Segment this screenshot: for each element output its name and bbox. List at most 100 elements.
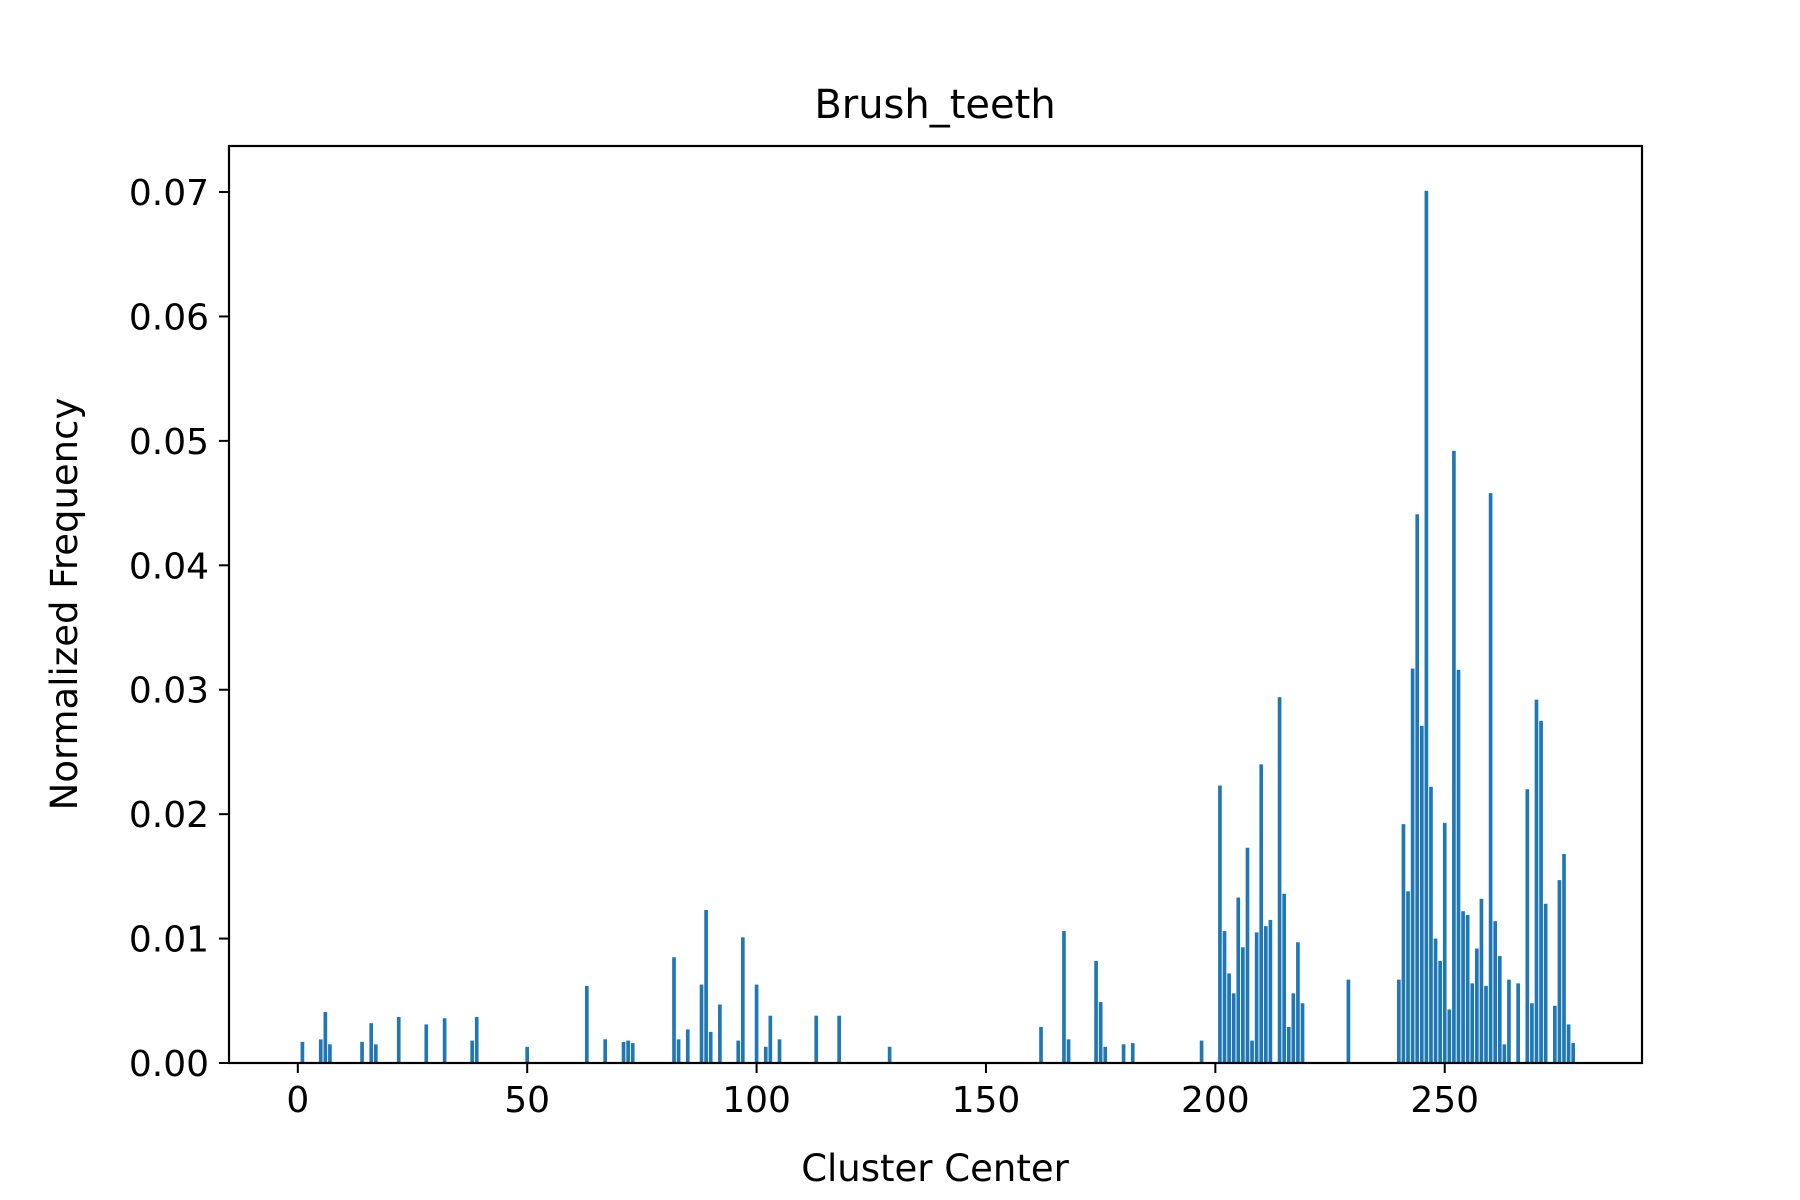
bar-cluster-256	[1470, 983, 1475, 1063]
bar-cluster-272	[1543, 903, 1548, 1063]
y-tick-label: 0.03	[129, 671, 209, 712]
bar-cluster-6	[323, 1011, 328, 1063]
bar-cluster-276	[1562, 853, 1566, 1063]
bar-cluster-113	[814, 1015, 819, 1063]
bar-cluster-205	[1236, 897, 1241, 1063]
bar-cluster-105	[777, 1039, 782, 1063]
bar-cluster-182	[1130, 1043, 1135, 1063]
plot-frame	[227, 144, 1644, 1065]
bar-cluster-241	[1401, 824, 1406, 1063]
bar-cluster-63	[585, 985, 589, 1063]
bar-cluster-22	[396, 1016, 401, 1063]
bar-cluster-255	[1465, 914, 1470, 1063]
bar-cluster-261	[1493, 921, 1498, 1063]
bar-cluster-73	[630, 1043, 635, 1063]
bar-cluster-71	[621, 1041, 626, 1063]
bar-cluster-102	[763, 1046, 768, 1063]
bar-cluster-197	[1199, 1040, 1204, 1063]
bar-cluster-215	[1282, 893, 1286, 1063]
bar-cluster-1	[300, 1041, 305, 1063]
y-tick-label: 0.07	[129, 173, 209, 214]
bar-cluster-218	[1296, 942, 1300, 1063]
bar-cluster-82	[672, 957, 676, 1063]
bar-cluster-204	[1231, 993, 1236, 1063]
bar-cluster-211	[1263, 926, 1268, 1063]
bar-cluster-254	[1461, 911, 1465, 1063]
bar-cluster-252	[1452, 450, 1456, 1064]
y-tick-label: 0.06	[129, 297, 209, 338]
bar-cluster-208	[1250, 1040, 1254, 1063]
bar-cluster-207	[1245, 847, 1250, 1063]
bar-cluster-100	[754, 984, 759, 1063]
bar-cluster-263	[1502, 1044, 1507, 1063]
bar-cluster-92	[718, 1004, 722, 1063]
bar-cluster-5	[318, 1039, 323, 1063]
bar-cluster-247	[1429, 786, 1433, 1063]
bar-series	[300, 190, 1576, 1064]
bar-cluster-14	[360, 1041, 364, 1063]
x-tick-label: 100	[722, 1080, 791, 1121]
chart-title: Brush_teeth	[814, 82, 1055, 128]
bar-cluster-266	[1516, 983, 1520, 1063]
bar-cluster-219	[1300, 1003, 1305, 1063]
bar-cluster-259	[1484, 985, 1488, 1063]
bar-cluster-271	[1539, 720, 1543, 1063]
bar-cluster-214	[1277, 697, 1282, 1063]
bar-cluster-251	[1447, 1009, 1452, 1063]
bar-cluster-85	[685, 1029, 690, 1063]
bar-cluster-248	[1433, 938, 1438, 1063]
bar-cluster-90	[708, 1031, 713, 1063]
bar-cluster-72	[626, 1040, 630, 1063]
y-axis-label: Normalized Frequency	[43, 398, 86, 811]
x-tick-label: 50	[504, 1080, 550, 1121]
bar-cluster-83	[676, 1039, 681, 1063]
bar-cluster-217	[1291, 993, 1296, 1063]
bar-cluster-253	[1456, 669, 1461, 1063]
bar-cluster-245	[1419, 725, 1424, 1063]
bar-cluster-240	[1397, 979, 1401, 1063]
bar-cluster-89	[704, 909, 708, 1063]
bar-cluster-257	[1475, 948, 1479, 1063]
y-tick-label: 0.04	[129, 546, 209, 587]
bar-cluster-118	[837, 1015, 841, 1063]
bar-cluster-168	[1066, 1039, 1071, 1063]
x-axis-label: Cluster Center	[801, 1147, 1069, 1190]
bar-cluster-269	[1530, 1003, 1534, 1063]
bar-cluster-212	[1268, 919, 1273, 1063]
bar-cluster-203	[1227, 973, 1231, 1063]
bar-cluster-264	[1507, 979, 1511, 1063]
bar-cluster-243	[1410, 668, 1415, 1063]
bar-cluster-103	[768, 1015, 773, 1063]
bar-cluster-242	[1406, 891, 1410, 1063]
bar-cluster-274	[1553, 1005, 1557, 1063]
bar-cluster-209	[1254, 932, 1259, 1063]
y-tick-label: 0.02	[129, 795, 209, 836]
x-tick-label: 0	[286, 1080, 309, 1121]
bar-cluster-268	[1525, 789, 1530, 1063]
bar-cluster-174	[1094, 960, 1098, 1063]
bar-cluster-176	[1103, 1046, 1108, 1063]
bar-cluster-97	[740, 937, 745, 1063]
bar-cluster-258	[1479, 898, 1484, 1063]
bar-cluster-129	[887, 1046, 892, 1063]
x-tick-label: 250	[1410, 1080, 1479, 1121]
bar-cluster-250	[1442, 822, 1447, 1063]
bar-cluster-270	[1534, 699, 1539, 1063]
bar-cluster-175	[1098, 1002, 1103, 1063]
bar-cluster-50	[525, 1046, 530, 1063]
bar-cluster-17	[373, 1044, 378, 1063]
bar-cluster-278	[1571, 1043, 1576, 1063]
bar-cluster-162	[1039, 1026, 1043, 1063]
bar-cluster-244	[1415, 514, 1420, 1063]
bar-cluster-38	[470, 1040, 474, 1063]
bar-cluster-229	[1346, 979, 1351, 1063]
x-axis-ticks: 0 50 100 150 200 250	[286, 1063, 1479, 1121]
bar-cluster-246	[1424, 190, 1429, 1064]
y-tick-label: 0.05	[129, 422, 209, 463]
bar-cluster-67	[603, 1039, 608, 1063]
bar-cluster-32	[442, 1018, 447, 1063]
bar-cluster-39	[474, 1016, 479, 1063]
bar-cluster-260	[1488, 493, 1493, 1063]
